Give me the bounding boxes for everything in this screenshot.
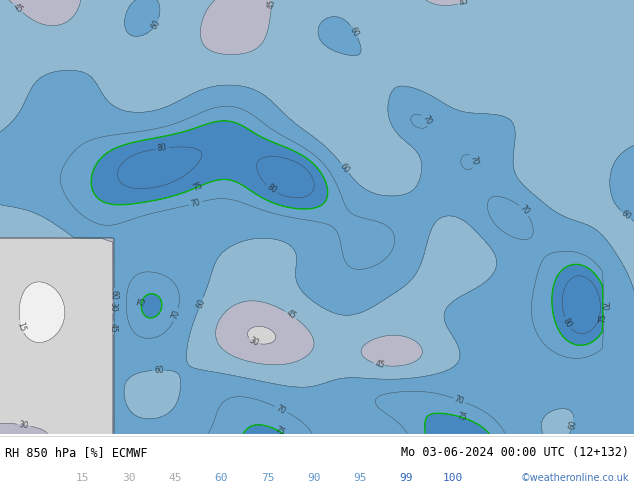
Text: 80: 80 (157, 143, 167, 153)
Text: 30: 30 (18, 420, 29, 430)
Text: 60: 60 (154, 366, 164, 375)
Text: 70: 70 (599, 301, 608, 311)
Text: 30: 30 (108, 302, 117, 312)
Text: 75: 75 (192, 181, 204, 193)
Text: 60: 60 (110, 290, 119, 300)
Text: 15: 15 (15, 321, 27, 333)
Text: 45: 45 (374, 359, 385, 370)
Text: 45: 45 (168, 472, 182, 483)
Text: 60: 60 (150, 18, 162, 31)
Text: 70: 70 (517, 204, 531, 217)
Text: 45: 45 (267, 0, 276, 9)
Text: RH 850 hPa [%] ECMWF: RH 850 hPa [%] ECMWF (5, 446, 148, 459)
Text: 75: 75 (136, 296, 148, 308)
Text: 70: 70 (190, 197, 201, 209)
Text: 30: 30 (248, 336, 261, 348)
Text: 60: 60 (348, 25, 361, 38)
Text: 60: 60 (214, 472, 228, 483)
Text: 100: 100 (443, 472, 463, 483)
Text: 75: 75 (598, 314, 607, 323)
Text: 70: 70 (171, 309, 182, 321)
Text: 45: 45 (109, 323, 118, 333)
Text: 90: 90 (307, 472, 321, 483)
Text: Mo 03-06-2024 00:00 UTC (12+132): Mo 03-06-2024 00:00 UTC (12+132) (401, 446, 629, 459)
Text: 75: 75 (261, 472, 275, 483)
Text: 80: 80 (561, 317, 574, 329)
Text: 99: 99 (399, 472, 413, 483)
Text: 60: 60 (619, 208, 633, 221)
Text: 60: 60 (339, 162, 351, 175)
Text: 75: 75 (273, 425, 286, 438)
Text: 15: 15 (75, 472, 89, 483)
Text: 70: 70 (468, 155, 479, 167)
Text: ©weatheronline.co.uk: ©weatheronline.co.uk (521, 472, 629, 483)
Text: 30: 30 (122, 472, 136, 483)
Text: 70: 70 (275, 403, 288, 416)
Text: 70: 70 (420, 113, 433, 126)
Text: 70: 70 (453, 394, 465, 406)
Text: 75: 75 (455, 412, 467, 423)
Text: 45: 45 (285, 309, 297, 321)
Text: 45: 45 (11, 1, 24, 15)
Text: 80: 80 (265, 183, 278, 196)
Text: 60: 60 (568, 418, 579, 430)
Text: 95: 95 (353, 472, 367, 483)
Text: 45: 45 (458, 0, 470, 8)
Text: 60: 60 (195, 297, 207, 309)
